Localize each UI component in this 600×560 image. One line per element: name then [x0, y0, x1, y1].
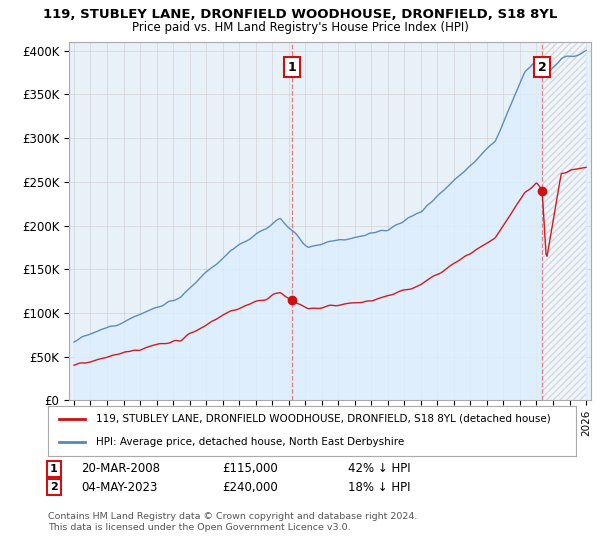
Text: 119, STUBLEY LANE, DRONFIELD WOODHOUSE, DRONFIELD, S18 8YL: 119, STUBLEY LANE, DRONFIELD WOODHOUSE, … [43, 8, 557, 21]
Text: 20-MAR-2008: 20-MAR-2008 [81, 462, 160, 475]
Text: £240,000: £240,000 [222, 480, 278, 494]
Text: HPI: Average price, detached house, North East Derbyshire: HPI: Average price, detached house, Nort… [95, 437, 404, 447]
Text: 2: 2 [538, 60, 547, 73]
Text: 1: 1 [50, 464, 58, 474]
Text: 119, STUBLEY LANE, DRONFIELD WOODHOUSE, DRONFIELD, S18 8YL (detached house): 119, STUBLEY LANE, DRONFIELD WOODHOUSE, … [95, 414, 550, 423]
Text: Price paid vs. HM Land Registry's House Price Index (HPI): Price paid vs. HM Land Registry's House … [131, 21, 469, 34]
Text: 42% ↓ HPI: 42% ↓ HPI [348, 462, 410, 475]
Text: Contains HM Land Registry data © Crown copyright and database right 2024.
This d: Contains HM Land Registry data © Crown c… [48, 512, 418, 532]
Text: 04-MAY-2023: 04-MAY-2023 [81, 480, 157, 494]
Text: 1: 1 [287, 60, 296, 73]
Text: 2: 2 [50, 482, 58, 492]
Text: 18% ↓ HPI: 18% ↓ HPI [348, 480, 410, 494]
Text: £115,000: £115,000 [222, 462, 278, 475]
